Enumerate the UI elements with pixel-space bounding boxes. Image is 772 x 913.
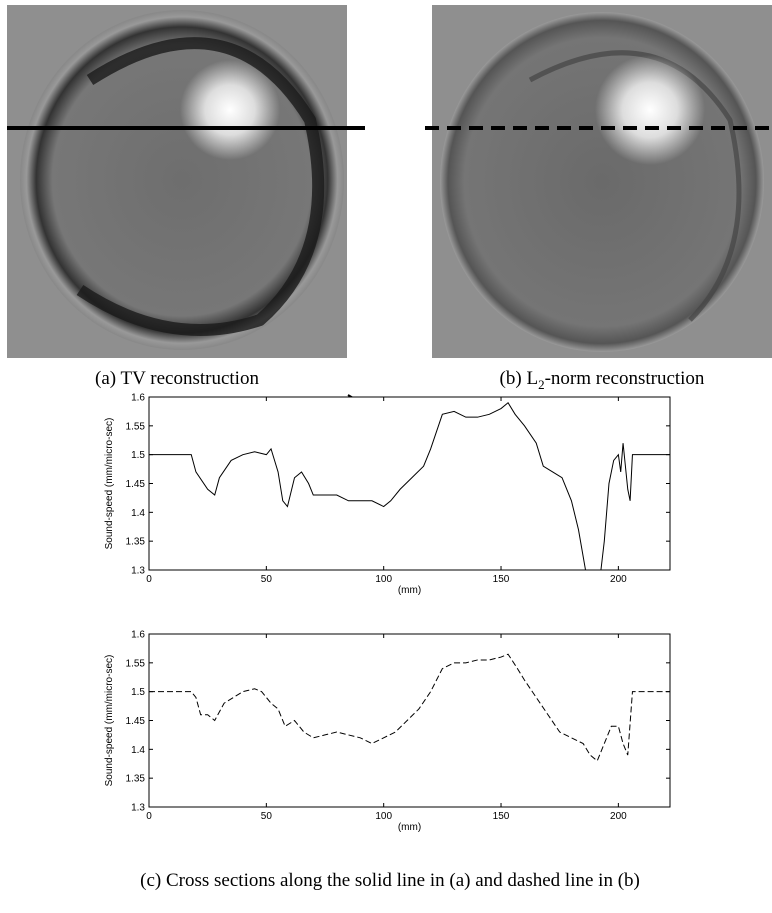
y-tick-label: 1.6 [131,393,145,404]
caption-b-part: -norm reconstruction [545,368,705,389]
x-tick-label: 100 [375,574,392,585]
y-tick-label: 1.4 [131,508,145,519]
y-tick-label: 1.6 [131,630,145,641]
x-tick-label: 0 [146,574,152,585]
x-tick-label: 150 [493,574,510,585]
caption-b: (b) L2-norm reconstruction [500,368,705,392]
y-tick-label: 1.55 [126,658,146,669]
x-tick-label: 200 [610,811,627,822]
y-tick-label: 1.35 [126,774,146,785]
x-axis-label: (mm) [398,585,421,596]
y-tick-label: 1.3 [131,803,145,814]
chart: 1.3 1.35 1.4 1.45 1.5 1.55 1.6 0 50 100 150 200 (mm)… [104,393,671,596]
data-line [149,653,670,762]
y-tick-label: 1.35 [126,537,146,548]
y-tick-label: 1.45 [126,479,146,490]
x-tick-label: 100 [375,811,392,822]
caption-a: (a) TV reconstruction [95,368,259,389]
caption-c: (c) Cross sections along the solid line … [140,870,640,891]
caption-b-sub: 2 [538,377,545,392]
x-tick-label: 150 [493,811,510,822]
y-tick-label: 1.55 [126,421,146,432]
x-tick-label: 50 [261,811,273,822]
y-tick-label: 1.5 [131,687,145,698]
x-tick-label: 200 [610,574,627,585]
plot-area [148,633,671,808]
y-axis-label: Sound-speed (mm/micro-sec) [104,655,115,787]
y-axis-label: Sound-speed (mm/micro-sec) [104,418,115,550]
data-line [149,402,670,570]
x-tick-label: 0 [146,811,152,822]
image-b [425,5,772,358]
caption-b-part: (b) L [500,368,539,389]
y-tick-label: 1.4 [131,745,145,756]
plot-area [148,396,671,571]
y-tick-label: 1.45 [126,716,146,727]
y-tick-label: 1.3 [131,566,145,577]
image-a [7,5,365,358]
chart: 1.3 1.35 1.4 1.45 1.5 1.55 1.6 0 50 100 150 200 (mm)… [104,630,671,833]
y-tick-label: 1.5 [131,450,145,461]
x-tick-label: 50 [261,574,273,585]
x-axis-label: (mm) [398,822,421,833]
